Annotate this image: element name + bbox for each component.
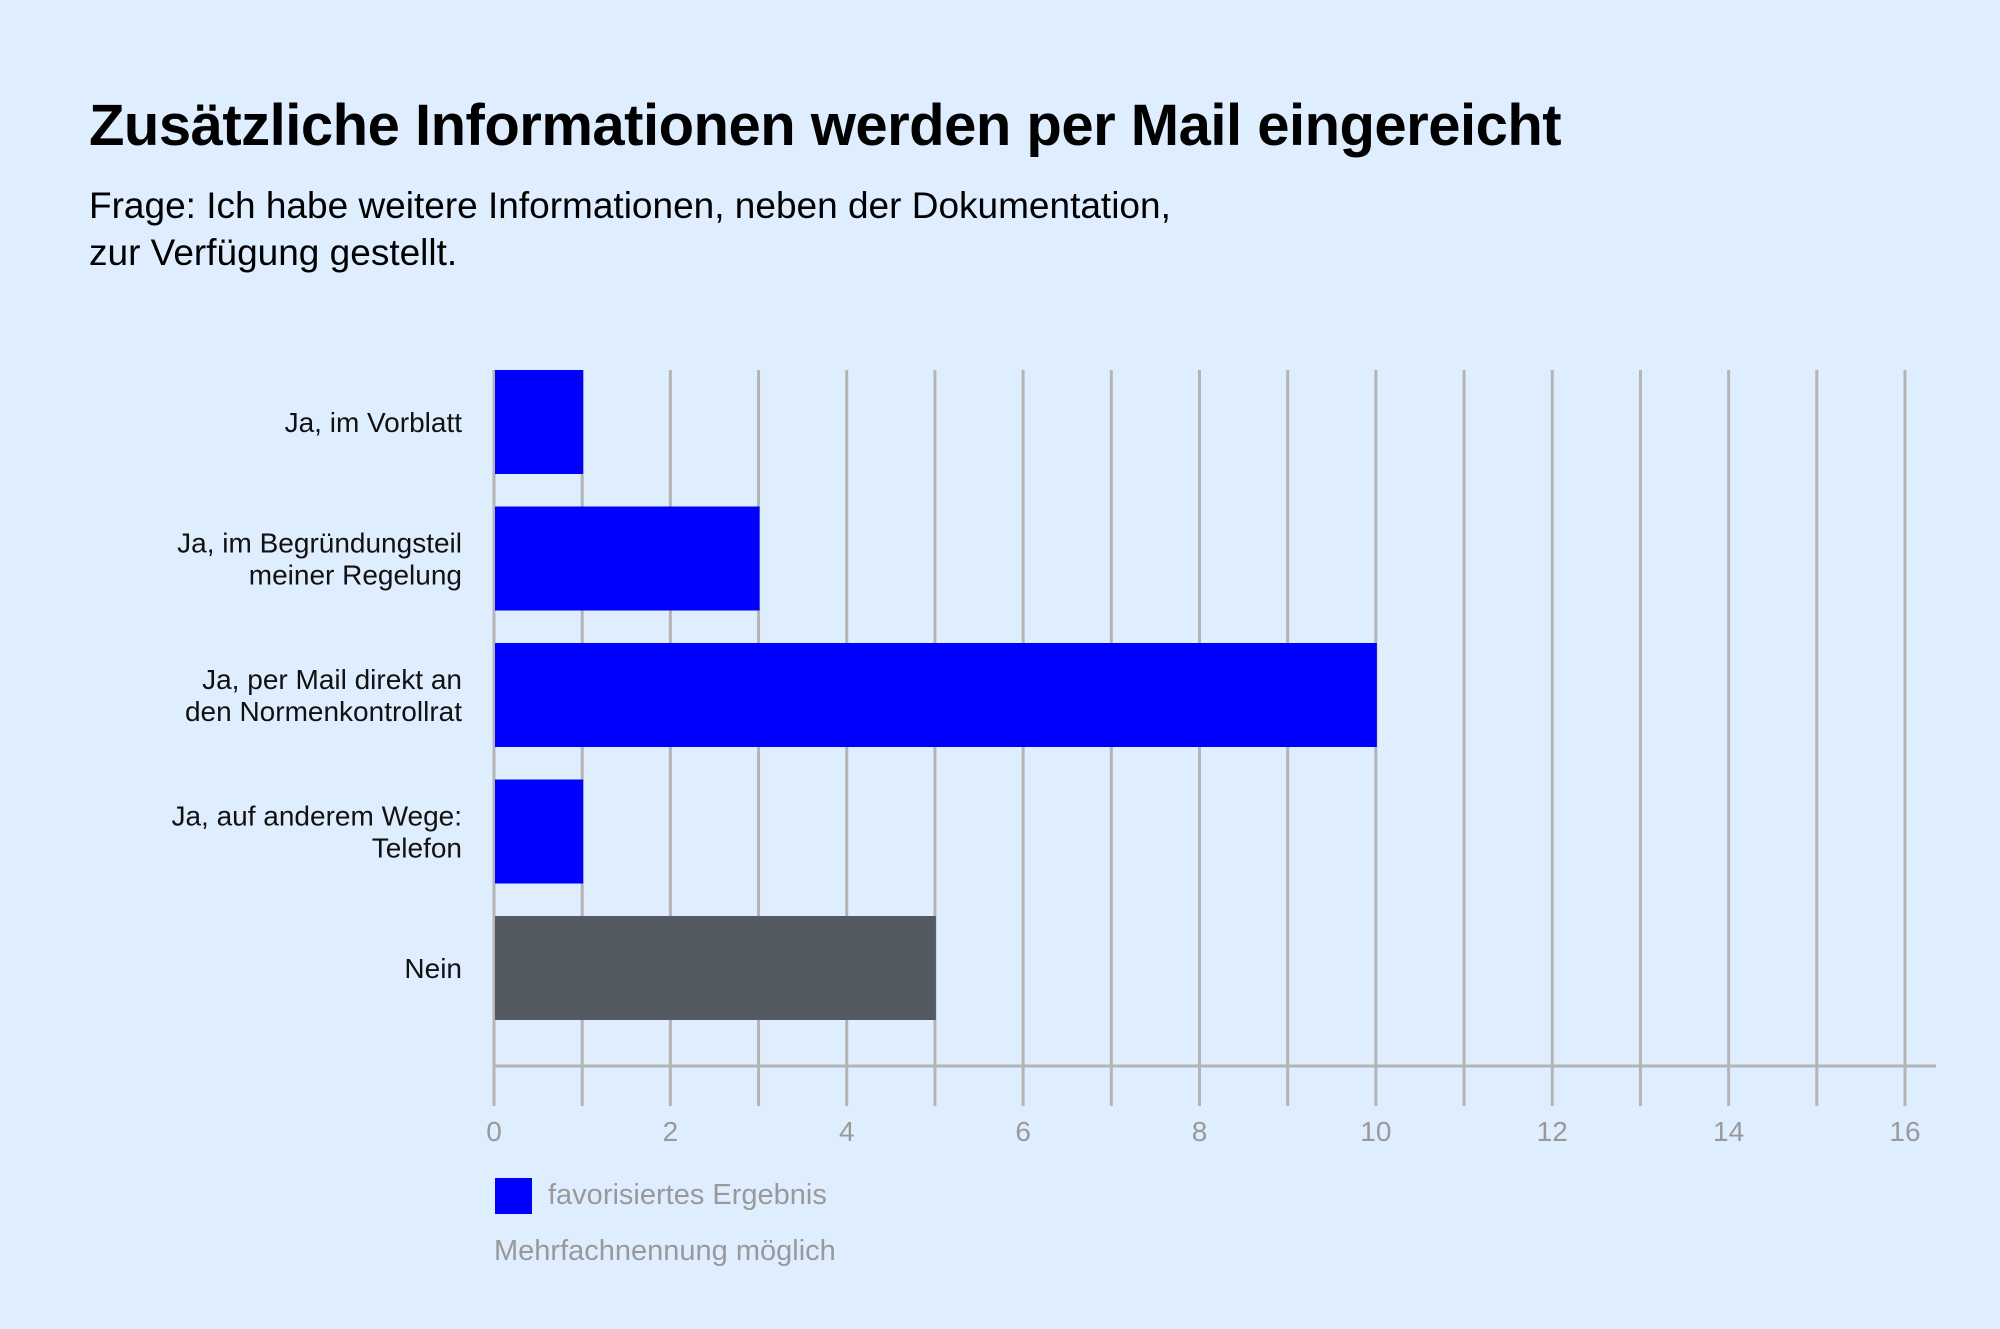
subtitle-line-2: zur Verfügung gestellt. [89,232,458,273]
category-label-line: Ja, auf anderem Wege: [171,801,462,832]
bar [495,506,760,611]
x-tick-label: 0 [486,1116,502,1147]
x-tick-label: 12 [1537,1116,1568,1147]
legend-label: favorisiertes Ergebnis [548,1179,827,1211]
category-label-line: den Normenkontrollrat [185,696,462,727]
x-tick-label: 16 [1889,1116,1920,1147]
category-label-line: Nein [404,953,462,984]
category-label: Ja, auf anderem Wege: Telefon [171,801,462,864]
x-tick-label: 2 [663,1116,679,1147]
category-label: Nein [404,953,462,984]
bar [495,643,1377,747]
bar [495,916,936,1020]
x-tick-label: 8 [1192,1116,1208,1147]
category-label-line: Telefon [372,833,462,864]
category-label: Ja, per Mail direkt an den Normenkontroll… [185,664,462,727]
chart-subtitle: Frage: Ich habe weitere Informationen, n… [89,182,1489,276]
category-label-line: meiner Regelung [249,560,462,591]
category-label-line: Ja, im Vorblatt [285,407,463,438]
chart-note: Mehrfachnennung möglich [494,1235,836,1267]
bar [495,370,584,474]
category-label: Ja, im Begründungsteil meiner Regelung [177,528,462,591]
x-tick-label: 14 [1713,1116,1744,1147]
subtitle-line-1: Frage: Ich habe weitere Informationen, n… [89,185,1171,226]
x-tick-label: 4 [839,1116,855,1147]
category-label: Ja, im Vorblatt [285,407,463,438]
legend-swatch [495,1178,532,1214]
chart-title: Zusätzliche Informationen werden per Mai… [89,93,1562,158]
category-label-line: Ja, per Mail direkt an [202,664,462,695]
category-label-line: Ja, im Begründungsteil [177,528,462,559]
bar [495,779,584,884]
x-tick-label: 6 [1015,1116,1031,1147]
x-tick-label: 10 [1360,1116,1391,1147]
